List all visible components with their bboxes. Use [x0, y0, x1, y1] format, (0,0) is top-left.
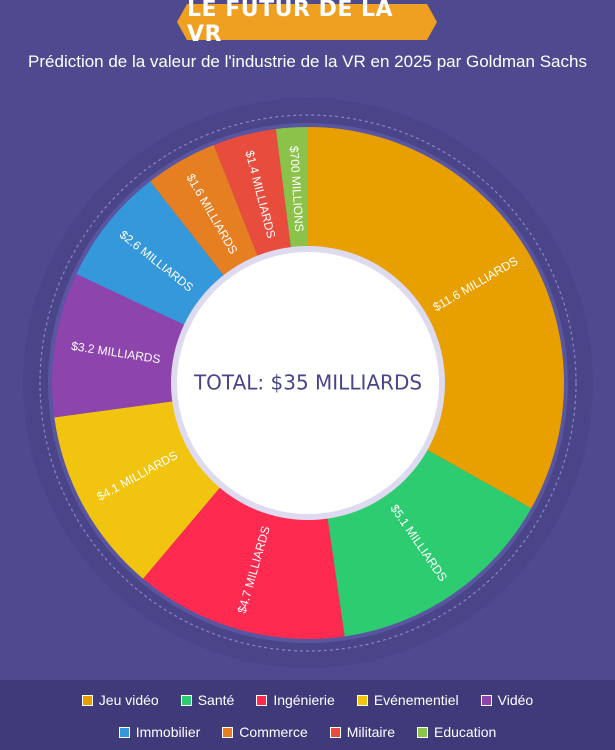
legend-swatch: [329, 726, 341, 738]
total-label: TOTAL: $35 MILLIARDS: [193, 371, 422, 395]
legend-item-education: Education: [417, 724, 496, 740]
slice-militaire: [213, 129, 292, 260]
legend-label: Immobilier: [135, 724, 201, 740]
legend-swatch: [180, 694, 192, 706]
slice-video: [51, 274, 188, 418]
legend: Jeu vidéo Santé Ingénierie Evénementiel Vidé…: [0, 680, 615, 750]
center-hole: [177, 252, 439, 514]
legend-item-immobilier: Immobilier: [118, 724, 201, 740]
slice-education: [275, 127, 308, 252]
legend-item-militaire: Militaire: [329, 724, 395, 740]
slice-label-education: $700 MILLIONS: [287, 145, 306, 232]
legend-swatch: [118, 726, 130, 738]
legend-item-sante: Santé: [180, 692, 235, 708]
legend-row-2: Immobilier Commerce Militaire Education: [0, 724, 615, 740]
legend-swatch: [417, 726, 428, 738]
legend-swatch: [256, 694, 268, 706]
slice-ingenierie: [143, 484, 345, 640]
legend-row-1: Jeu vidéo Santé Ingénierie Evénementiel Vidé…: [0, 692, 615, 708]
legend-swatch: [222, 726, 234, 738]
chart-title: LE FUTUR DE LA VR: [187, 0, 394, 47]
legend-label: Commerce: [239, 724, 308, 740]
legend-label: Evénementiel: [373, 692, 459, 708]
slice-sante: [327, 448, 532, 637]
title-banner: LE FUTUR DE LA VR: [177, 0, 437, 47]
legend-item-video: Vidéo: [480, 692, 534, 708]
legend-item-jeu-video: Jeu vidéo: [81, 692, 159, 708]
legend-swatch: [480, 694, 492, 706]
slice-evenementiel: [54, 400, 223, 579]
legend-label: Militaire: [346, 724, 395, 740]
slice-jeu-video: [308, 127, 564, 509]
legend-label: Jeu vidéo: [98, 692, 159, 708]
legend-label: Santé: [197, 692, 235, 708]
legend-swatch: [356, 694, 368, 706]
legend-swatch: [81, 694, 93, 706]
halo-dashed-ring: [39, 114, 577, 652]
legend-label: Education: [434, 724, 497, 740]
chart-subtitle: Prédiction de la valeur de l'industrie d…: [28, 52, 587, 71]
legend-item-commerce: Commerce: [222, 724, 308, 740]
donut-chart: $11.6 MILLIARDS$5.1 MILLIARDS$4.7 MILLIA…: [39, 114, 577, 652]
legend-label: Vidéo: [497, 692, 534, 708]
slice-commerce: [150, 144, 260, 279]
legend-label: Ingénierie: [273, 692, 335, 708]
legend-item-ingenierie: Ingénierie: [256, 692, 335, 708]
legend-item-evenementiel: Evénementiel: [356, 692, 459, 708]
slice-immobilier: [76, 181, 227, 327]
